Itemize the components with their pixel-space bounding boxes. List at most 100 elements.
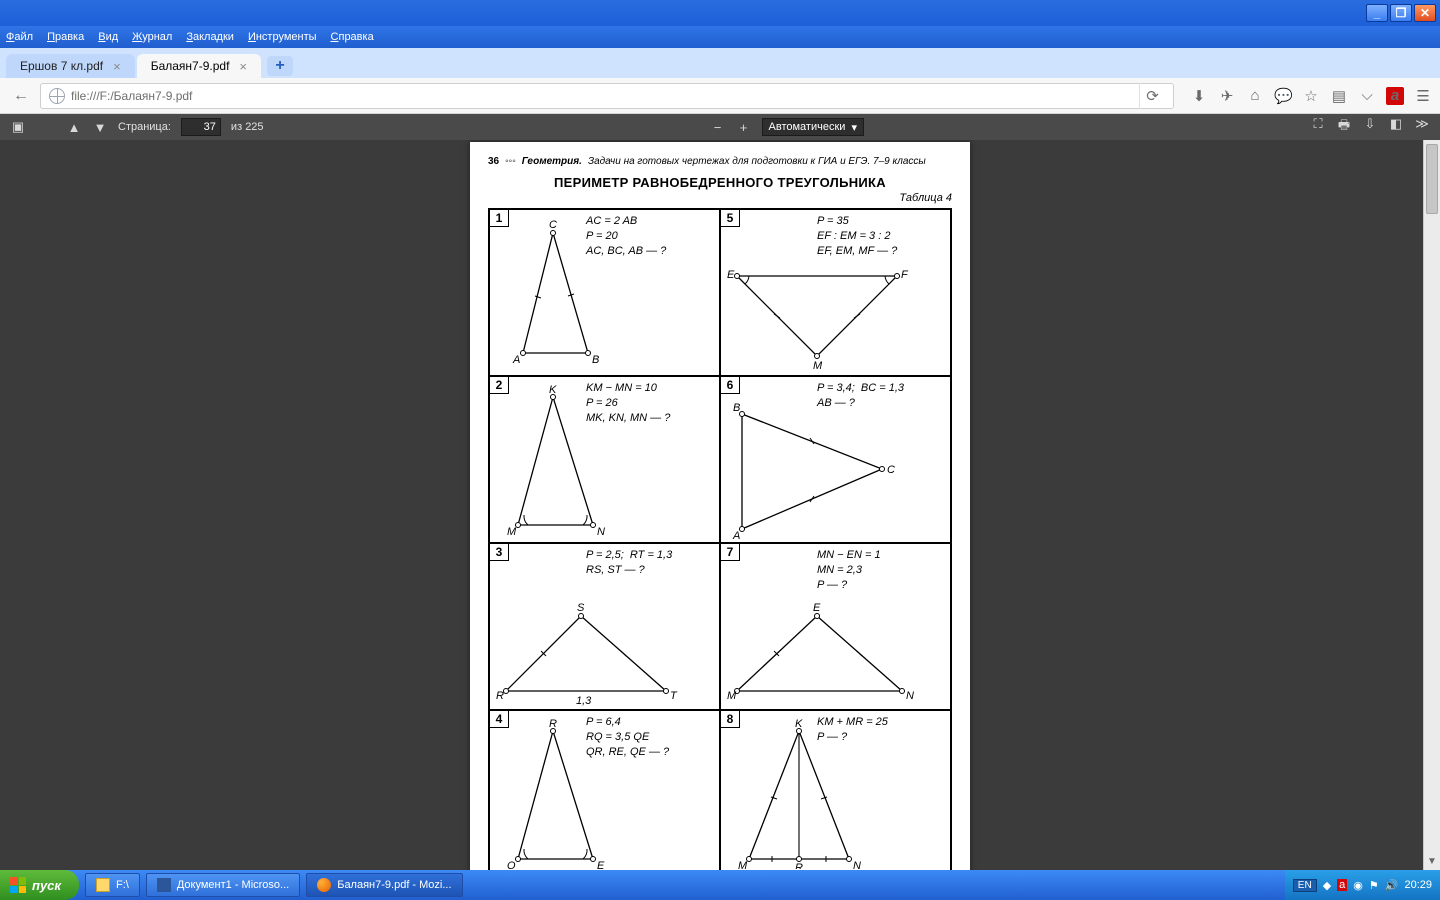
pdf-page: 36 ◦◦◦ Геометрия. Задачи на готовых черт… xyxy=(470,142,970,870)
print-icon[interactable]: 🖶 xyxy=(1336,116,1352,138)
cell-8: 8 KM + MR = 25 P — ? M N K R xyxy=(720,710,951,870)
page-title: ПЕРИМЕТР РАВНОБЕДРЕННОГО ТРЕУГОЛЬНИКА xyxy=(488,175,952,190)
svg-text:R: R xyxy=(496,690,504,702)
url-box[interactable]: ⟳ xyxy=(40,83,1174,109)
start-button[interactable]: пуск xyxy=(0,870,79,900)
triangle-5-diagram: E F M xyxy=(727,266,917,376)
zoom-in-icon[interactable]: + xyxy=(736,120,752,135)
cell-3: 3 P = 2,5; RT = 1,3 RS, ST — ? R T S 1,3 xyxy=(489,543,720,710)
menu-view[interactable]: Вид xyxy=(98,31,118,43)
menu-tools[interactable]: Инструменты xyxy=(248,31,317,43)
svg-text:1,3: 1,3 xyxy=(576,695,592,706)
page-header: 36 ◦◦◦ Геометрия. Задачи на готовых черт… xyxy=(488,156,952,167)
triangle-2-diagram: M N K xyxy=(498,385,608,535)
tab-label: Балаян7-9.pdf xyxy=(151,59,230,73)
menu-bookmarks[interactable]: Закладки xyxy=(186,31,234,43)
taskbar-item-word[interactable]: Документ1 - Microso... xyxy=(146,873,300,897)
tools-icon[interactable]: ≫ xyxy=(1414,116,1430,138)
page-up-icon[interactable]: ▲ xyxy=(66,120,82,135)
tray-icon[interactable]: ◉ xyxy=(1353,879,1363,892)
window-titlebar: _ ❐ ✕ xyxy=(0,0,1440,26)
windows-logo-icon xyxy=(10,877,26,893)
url-input[interactable] xyxy=(71,89,1135,103)
window-maximize-button[interactable]: ❐ xyxy=(1390,4,1412,22)
taskbar-item-explorer[interactable]: F:\ xyxy=(85,873,140,897)
page-of-label: из 225 xyxy=(231,121,264,133)
tray-icon[interactable]: ◆ xyxy=(1323,879,1331,892)
pocket-icon[interactable]: ⌵ xyxy=(1358,87,1376,105)
svg-text:M: M xyxy=(727,690,737,702)
browser-navbar: ← ⟳ ⬇ ✈ ⌂ 💬 ☆ ▤ ⌵ a ☰ xyxy=(0,78,1440,114)
triangle-1-diagram: A B C xyxy=(498,218,608,368)
svg-text:M: M xyxy=(507,526,517,535)
problems-grid: 1 AC = 2 AB P = 20 AC, BC, AB — ? A B C … xyxy=(488,208,952,870)
toolbar-buttons: ⬇ ✈ ⌂ 💬 ☆ ▤ ⌵ a ☰ xyxy=(1190,87,1432,105)
close-icon[interactable]: × xyxy=(239,59,247,74)
presentation-icon[interactable]: ⛶ xyxy=(1310,116,1326,138)
avira-icon[interactable]: a xyxy=(1386,87,1404,105)
bookmark-star-icon[interactable]: ☆ xyxy=(1302,87,1320,105)
svg-text:K: K xyxy=(549,385,557,396)
send-icon[interactable]: ✈ xyxy=(1218,87,1236,105)
window-close-button[interactable]: ✕ xyxy=(1414,4,1436,22)
cell-4: 4 P = 6,4 RQ = 3,5 QE QR, RE, QE — ? Q E… xyxy=(489,710,720,870)
tab-label: Ершов 7 кл.pdf xyxy=(20,59,103,73)
library-icon[interactable]: ▤ xyxy=(1330,87,1348,105)
page-down-icon[interactable]: ▼ xyxy=(92,120,108,135)
language-indicator[interactable]: EN xyxy=(1293,879,1317,892)
reload-button[interactable]: ⟳ xyxy=(1139,83,1165,109)
zoom-select[interactable]: Автоматически ▾ xyxy=(762,118,865,136)
svg-text:A: A xyxy=(512,354,520,366)
new-tab-button[interactable]: + xyxy=(267,56,293,76)
scroll-thumb[interactable] xyxy=(1426,144,1438,214)
menu-help[interactable]: Справка xyxy=(331,31,374,43)
vertical-scrollbar[interactable]: ▲ ▼ xyxy=(1423,140,1440,870)
svg-text:M: M xyxy=(738,860,748,869)
menu-file[interactable]: Файл xyxy=(6,31,33,43)
svg-text:R: R xyxy=(795,862,803,869)
svg-text:Q: Q xyxy=(507,860,516,869)
tray-avira-icon[interactable]: a xyxy=(1337,879,1347,891)
close-icon[interactable]: × xyxy=(113,59,121,74)
bookmark-icon[interactable]: ◧ xyxy=(1388,116,1404,138)
svg-text:N: N xyxy=(906,690,914,702)
chat-icon[interactable]: 💬 xyxy=(1274,87,1292,105)
tray-icon[interactable]: ⚑ xyxy=(1369,879,1379,892)
page-label: Страница: xyxy=(118,121,171,133)
tray-volume-icon[interactable]: 🔊 xyxy=(1385,879,1399,892)
globe-icon xyxy=(49,88,65,104)
home-icon[interactable]: ⌂ xyxy=(1246,87,1264,105)
svg-text:N: N xyxy=(597,526,605,535)
svg-text:S: S xyxy=(577,602,585,614)
svg-text:R: R xyxy=(549,719,557,730)
table-label: Таблица 4 xyxy=(488,192,952,204)
download-icon[interactable]: ⇩ xyxy=(1362,116,1378,138)
window-minimize-button[interactable]: _ xyxy=(1366,4,1388,22)
tray-clock[interactable]: 20:29 xyxy=(1404,879,1432,891)
svg-text:A: A xyxy=(732,530,740,539)
nav-back-button[interactable]: ← xyxy=(8,83,34,109)
taskbar-item-firefox[interactable]: Балаян7-9.pdf - Mozi... xyxy=(306,873,462,897)
page-number-input[interactable] xyxy=(181,118,221,136)
word-icon xyxy=(157,878,171,892)
cell-2: 2 KM − MN = 10 P = 26 MK, KN, MN — ? M N… xyxy=(489,376,720,543)
menu-edit[interactable]: Правка xyxy=(47,31,84,43)
cell-7: 7 MN − EN = 1 MN = 2,3 P — ? M N E xyxy=(720,543,951,710)
tab-ershov[interactable]: Ершов 7 кл.pdf × xyxy=(6,54,135,78)
cell-5: 5 P = 35 EF : EM = 3 : 2 EF, EM, MF — ? … xyxy=(720,209,951,376)
sidebar-toggle-icon[interactable]: ▣ xyxy=(10,119,26,135)
windows-taskbar: пуск F:\ Документ1 - Microso... Балаян7-… xyxy=(0,870,1440,900)
triangle-6-diagram: B C A xyxy=(727,399,907,539)
hamburger-menu-icon[interactable]: ☰ xyxy=(1414,87,1432,105)
zoom-out-icon[interactable]: − xyxy=(710,120,726,135)
system-tray: EN ◆ a ◉ ⚑ 🔊 20:29 xyxy=(1285,870,1440,900)
downloads-icon[interactable]: ⬇ xyxy=(1190,87,1208,105)
svg-text:E: E xyxy=(813,602,821,614)
pdf-toolbar: ▣ ▲ ▼ Страница: из 225 − + Автоматически… xyxy=(0,114,1440,140)
svg-text:K: K xyxy=(795,719,803,730)
svg-text:C: C xyxy=(887,464,895,476)
menu-history[interactable]: Журнал xyxy=(132,31,172,43)
tab-balayan[interactable]: Балаян7-9.pdf × xyxy=(137,54,261,78)
svg-text:B: B xyxy=(733,402,740,414)
scroll-down-icon[interactable]: ▼ xyxy=(1424,853,1440,870)
